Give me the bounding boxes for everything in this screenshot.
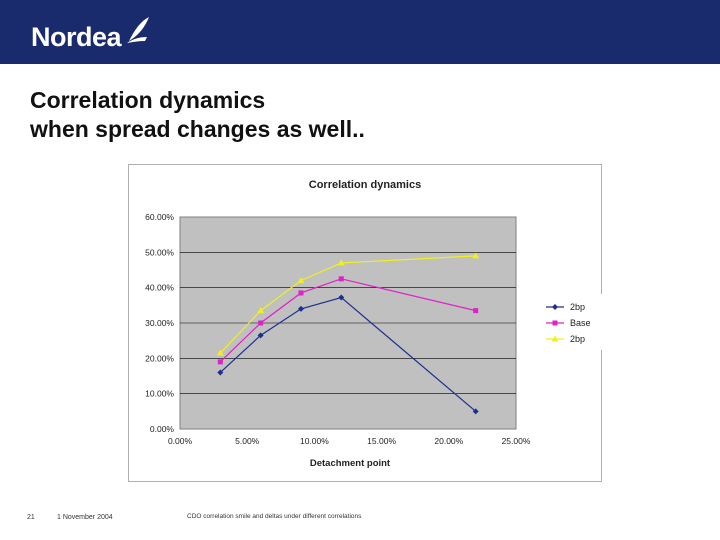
data-point bbox=[338, 294, 345, 301]
x-tick-label: 10.00% bbox=[300, 436, 329, 446]
data-point bbox=[257, 307, 265, 314]
legend-label: Base bbox=[570, 318, 591, 328]
page-number: 21 bbox=[27, 514, 35, 521]
y-tick-label: 30.00% bbox=[145, 318, 174, 328]
data-point bbox=[338, 276, 344, 282]
footer-note: CDO correlation smile and deltas under d… bbox=[187, 513, 362, 520]
y-tick-label: 10.00% bbox=[145, 389, 174, 399]
y-tick-label: 40.00% bbox=[145, 283, 174, 293]
legend-label: 2bp bbox=[570, 334, 585, 344]
legend-marker bbox=[552, 320, 558, 326]
title-line-1: Correlation dynamics bbox=[30, 87, 266, 113]
data-point bbox=[472, 252, 480, 259]
y-tick-label: 20.00% bbox=[145, 353, 174, 363]
data-point bbox=[217, 359, 223, 365]
chart-frame: Correlation dynamics 0.00% 10.00% 20.00% 30… bbox=[128, 164, 602, 482]
y-tick-labels: 0.00% 10.00% 20.00% 30.00% 40.00% 50.00% 60.00… bbox=[145, 212, 174, 434]
data-point bbox=[257, 332, 264, 339]
legend-marker bbox=[551, 335, 559, 342]
x-tick-label: 20.00% bbox=[434, 436, 463, 446]
title-line-2: when spread changes as well.. bbox=[30, 116, 365, 142]
x-tick-label: 5.00% bbox=[235, 436, 260, 446]
slide-title: Correlation dynamics when spread changes… bbox=[30, 86, 630, 144]
data-point bbox=[217, 369, 224, 376]
legend-label: 2bp bbox=[570, 302, 585, 312]
series-markers bbox=[216, 252, 480, 415]
data-point bbox=[298, 290, 304, 296]
y-tick-label: 0.00% bbox=[150, 424, 175, 434]
sail-icon bbox=[127, 17, 150, 43]
logo-text: Nordea bbox=[31, 22, 122, 52]
y-tick-label: 50.00% bbox=[145, 247, 174, 257]
data-point bbox=[297, 277, 305, 284]
data-point bbox=[258, 320, 264, 326]
data-point bbox=[297, 305, 304, 312]
data-point bbox=[337, 259, 345, 266]
header-bar: Nordea bbox=[0, 0, 720, 64]
data-point bbox=[473, 308, 479, 314]
chart-title: Correlation dynamics bbox=[309, 179, 421, 191]
legend: 2bp Base 2bp bbox=[542, 294, 602, 350]
x-tick-label: 25.00% bbox=[502, 436, 531, 446]
x-tick-labels: 0.00% 5.00% 10.00% 15.00% 20.00% 25.00% bbox=[168, 436, 531, 446]
data-point bbox=[472, 408, 479, 415]
legend-marker bbox=[552, 304, 558, 310]
correlation-chart: Correlation dynamics 0.00% 10.00% 20.00% 30… bbox=[128, 164, 602, 482]
data-point bbox=[216, 349, 224, 356]
footer-date: 1 November 2004 bbox=[57, 514, 113, 521]
x-tick-label: 0.00% bbox=[168, 436, 193, 446]
y-tick-label: 60.00% bbox=[145, 212, 174, 222]
x-tick-label: 15.00% bbox=[367, 436, 396, 446]
nordea-logo: Nordea bbox=[31, 17, 151, 56]
x-axis-label: Detachment point bbox=[310, 458, 391, 469]
